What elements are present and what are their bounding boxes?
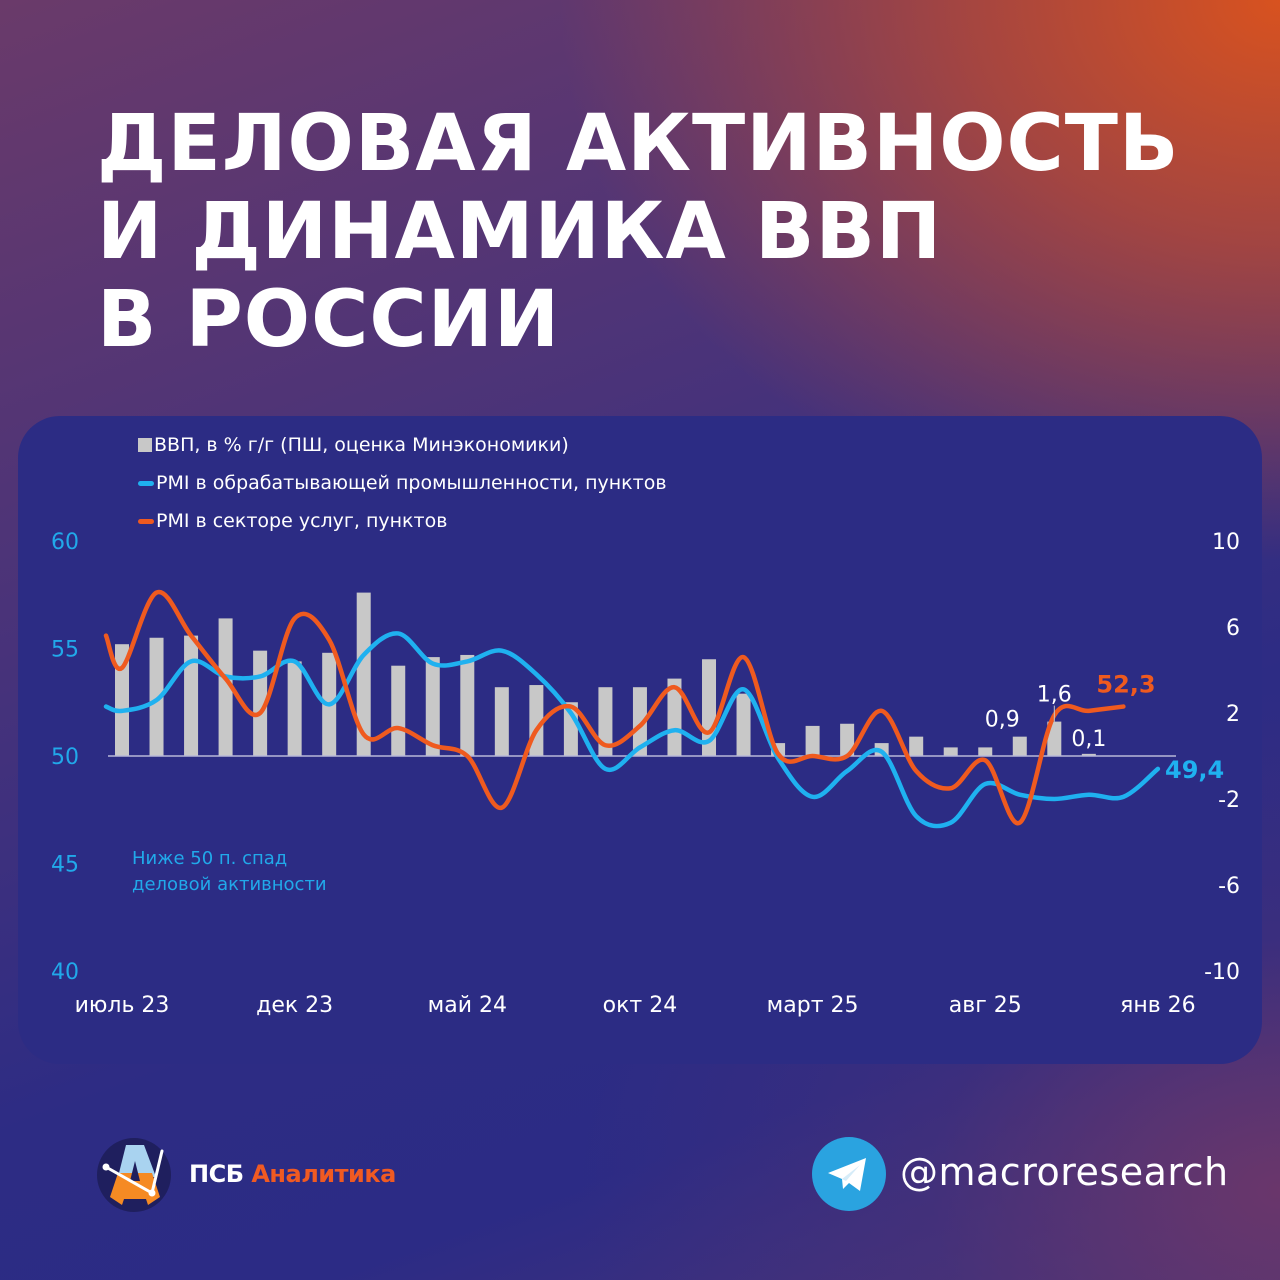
right-axis-tick: 6 — [1226, 616, 1240, 641]
gdp-bar — [494, 687, 509, 756]
right-axis-tick: -2 — [1218, 788, 1240, 813]
x-axis-tick: янв 26 — [1120, 993, 1196, 1018]
gdp-bar — [391, 665, 406, 756]
gdp-bar — [840, 723, 855, 756]
legend-blue-line-icon — [138, 480, 154, 486]
x-axis-tick: июль 23 — [75, 993, 170, 1018]
services-last-value: 52,3 — [1096, 671, 1155, 699]
chart-legend: ВВП, в % г/г (ПШ, оценка Минэкономики) P… — [138, 426, 667, 540]
legend-orange-line-icon — [138, 518, 154, 524]
telegram-icon[interactable] — [812, 1137, 886, 1211]
brand-analytics: Аналитика — [251, 1160, 396, 1188]
title-line-3: В РОССИИ — [97, 275, 561, 365]
page-title: ДЕЛОВАЯ АКТИВНОСТЬ И ДИНАМИКА ВВП В РОСС… — [97, 100, 1179, 364]
manufacturing-pmi-line — [103, 631, 1161, 829]
left-axis-tick: 60 — [51, 530, 79, 555]
left-axis-tick: 50 — [51, 745, 79, 770]
gdp-bar — [1012, 736, 1027, 756]
gdp-bar — [598, 687, 613, 756]
gdp-label-nov25: 0,1 — [1071, 727, 1106, 752]
x-axis-tick: авг 25 — [949, 993, 1022, 1018]
gdp-bar — [978, 747, 993, 756]
services-pmi-line — [103, 589, 1126, 826]
gdp-bar — [943, 747, 958, 756]
title-line-2: И ДИНАМИКА ВВП — [97, 187, 943, 277]
right-axis-tick: 2 — [1226, 702, 1240, 727]
gdp-bar — [805, 725, 820, 756]
legend-label-services: PMI в секторе услуг, пунктов — [156, 510, 448, 532]
left-axis-tick: 55 — [51, 638, 79, 663]
gdp-bar — [149, 637, 164, 756]
note-line-2: деловой активности — [132, 874, 327, 895]
gdp-bar — [736, 693, 751, 756]
right-axis-tick: -10 — [1204, 960, 1240, 985]
legend-bar-swatch-icon — [138, 438, 152, 452]
note-line-1: Ниже 50 п. спад — [132, 848, 288, 869]
gdp-bar — [1047, 721, 1062, 756]
chart-note: Ниже 50 п. спад деловой активности — [132, 846, 327, 898]
legend-item-services: PMI в секторе услуг, пунктов — [138, 502, 667, 540]
telegram-handle-link[interactable]: @macroresearch — [900, 1150, 1229, 1194]
gdp-bar — [184, 635, 199, 756]
left-axis-tick: 45 — [51, 853, 79, 878]
gdp-bar — [218, 618, 233, 756]
x-axis-tick: дек 23 — [256, 993, 333, 1018]
psb-analytics-logo-icon — [97, 1138, 171, 1212]
gdp-bar — [356, 592, 371, 756]
x-axis-tick: май 24 — [428, 993, 507, 1018]
gdp-label-sep25: 0,9 — [985, 708, 1020, 733]
brand-name: ПСБ Аналитика — [189, 1160, 396, 1188]
gdp-bar — [909, 736, 924, 756]
gdp-bar — [425, 657, 440, 756]
gdp-bar — [115, 644, 129, 756]
gdp-bar — [632, 687, 647, 756]
gdp-bar — [460, 654, 475, 756]
left-axis-tick: 40 — [51, 960, 79, 985]
manufacturing-last-value: 49,4 — [1165, 756, 1224, 784]
right-axis-tick: 10 — [1212, 530, 1240, 555]
gdp-bar — [1081, 753, 1096, 756]
x-axis-tick: окт 24 — [603, 993, 678, 1018]
legend-item-gdp: ВВП, в % г/г (ПШ, оценка Минэкономики) — [138, 426, 667, 464]
title-line-1: ДЕЛОВАЯ АКТИВНОСТЬ — [97, 99, 1180, 189]
legend-label-manufacturing: PMI в обрабатывающей промышленности, пун… — [156, 472, 667, 494]
x-axis-tick: март 25 — [767, 993, 859, 1018]
gdp-bar — [287, 661, 302, 756]
gdp-label-oct25: 1,6 — [1037, 683, 1072, 708]
right-axis-tick: -6 — [1218, 874, 1240, 899]
gdp-bar — [667, 678, 682, 756]
legend-label-gdp: ВВП, в % г/г (ПШ, оценка Минэкономики) — [154, 434, 569, 456]
brand-psb: ПСБ — [189, 1160, 244, 1188]
legend-item-manufacturing: PMI в обрабатывающей промышленности, пун… — [138, 464, 667, 502]
